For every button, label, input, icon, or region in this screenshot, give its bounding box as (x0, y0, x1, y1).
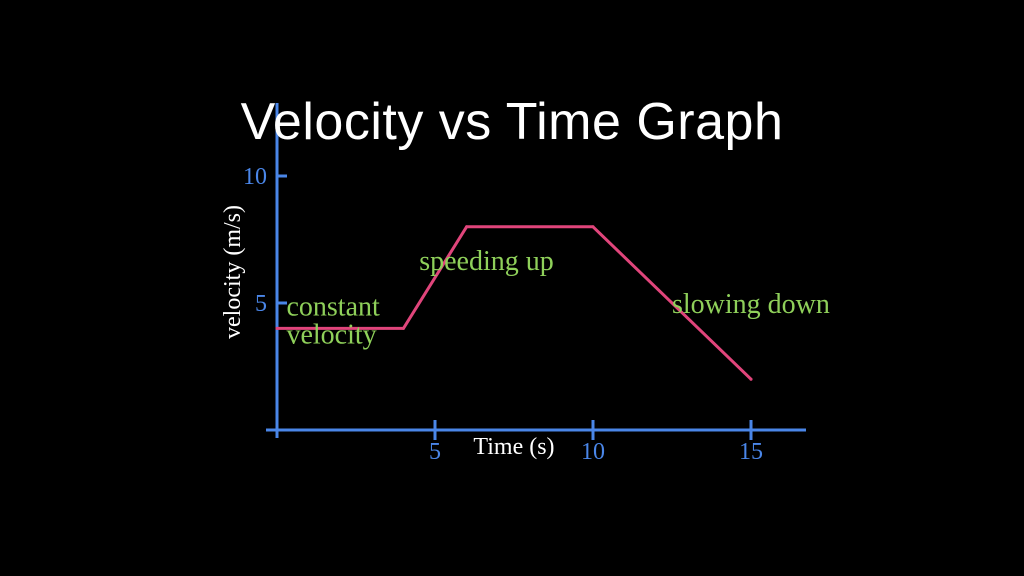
annotation-1: constant (286, 292, 380, 323)
series (275, 225, 753, 381)
ticks: 5 10 15 5 10 (243, 164, 763, 465)
y-tick-label-5: 5 (255, 291, 267, 317)
x-tick-label-5: 5 (429, 439, 441, 465)
x-tick-label-10: 10 (581, 439, 605, 465)
velocity-point-1 (401, 326, 405, 330)
x-tick-label-15: 15 (739, 439, 763, 465)
annotation-2: velocity (286, 320, 376, 351)
chart-title: Velocity vs Time Graph (240, 93, 784, 151)
velocity-point-0 (275, 326, 279, 330)
velocity-point-2 (465, 225, 469, 229)
annotation-3: slowing down (672, 289, 830, 320)
velocity-point-4 (749, 377, 753, 381)
velocity-point-3 (591, 225, 595, 229)
y-tick-label-10: 10 (243, 164, 267, 190)
y-axis-label: velocity (m/s) (220, 205, 246, 339)
x-axis-label: Time (s) (473, 434, 554, 460)
annotation-0: speeding up (419, 246, 554, 277)
axes (266, 103, 806, 438)
